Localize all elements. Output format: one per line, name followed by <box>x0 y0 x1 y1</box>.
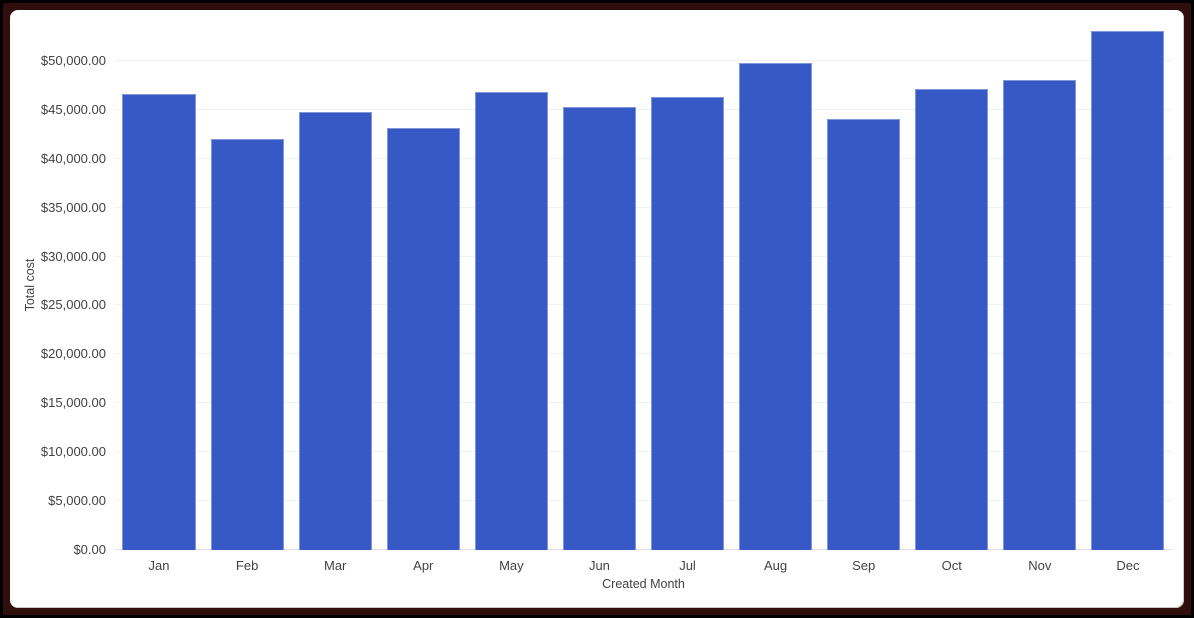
gridline <box>115 157 1172 159</box>
x-axis-label-jan: Jan <box>148 558 170 573</box>
gridline <box>115 108 1172 110</box>
x-axis-label-mar: Mar <box>324 558 347 573</box>
bar-slot-jan <box>115 12 203 550</box>
y-tick-label: $45,000.00 <box>40 101 106 117</box>
y-tick-label: $30,000.00 <box>40 248 106 264</box>
bar-may[interactable] <box>474 91 548 550</box>
bar-slot-dec <box>1084 12 1172 550</box>
bar-mar[interactable] <box>298 112 372 550</box>
bar-slot-apr <box>379 12 467 550</box>
chart-card: Total cost $0.00 $5,000.00 $10,000.00 $15,0… <box>10 10 1184 608</box>
bar-aug[interactable] <box>739 63 813 550</box>
maroon-border-frame: Total cost $0.00 $5,000.00 $10,000.00 $15,0… <box>3 3 1191 615</box>
bar-slot-nov <box>996 12 1084 550</box>
x-axis-label-apr: Apr <box>413 558 434 573</box>
gridline <box>115 402 1172 404</box>
y-tick-label: $10,000.00 <box>40 444 106 460</box>
bar-slot-feb <box>203 12 291 550</box>
x-axis-label-aug: Aug <box>764 558 788 573</box>
y-tick-label: $50,000.00 <box>40 52 106 68</box>
x-axis-label-oct: Oct <box>941 558 962 573</box>
bar-jan[interactable] <box>122 93 196 550</box>
bar-slot-jun <box>555 12 643 550</box>
gridline <box>115 304 1172 306</box>
y-tick-label: $5,000.00 <box>48 493 106 509</box>
x-axis-label-nov: Nov <box>1028 558 1052 573</box>
gridline <box>115 206 1172 208</box>
bar-nov[interactable] <box>1003 79 1077 550</box>
x-axis-label-may: May <box>499 558 524 573</box>
bar-slot-sep <box>820 12 908 550</box>
bar-slot-jul <box>643 12 731 550</box>
y-tick-label: $25,000.00 <box>40 297 106 313</box>
bar-jul[interactable] <box>650 96 725 550</box>
x-axis-labels: Jan Feb Mar Apr May Jun Jul Aug Sep Oct Nov Dec <box>115 558 1172 573</box>
bar-apr[interactable] <box>386 127 460 550</box>
x-axis-label-feb: Feb <box>235 558 259 573</box>
y-tick-label: $0.00 <box>73 542 106 557</box>
gridline <box>115 59 1172 61</box>
x-axis-label-dec: Dec <box>1116 558 1140 573</box>
y-tick-label: $40,000.00 <box>40 150 106 166</box>
gridline <box>115 451 1172 453</box>
x-axis-label-jun: Jun <box>588 558 610 573</box>
gridline <box>115 255 1172 257</box>
bar-slot-aug <box>732 12 820 550</box>
y-tick-label: $15,000.00 <box>40 395 106 411</box>
y-tick-label: $20,000.00 <box>40 346 106 362</box>
x-axis-title: Created Month <box>602 577 685 591</box>
plot-area <box>115 12 1172 550</box>
bar-slot-oct <box>908 12 996 550</box>
x-axis-baseline <box>115 549 1172 550</box>
gridline <box>115 500 1172 502</box>
bar-jun[interactable] <box>562 107 636 550</box>
x-axis-label-jul: Jul <box>679 558 696 573</box>
y-axis-tick-labels: $0.00 $5,000.00 $10,000.00 $15,000.00 $20,00… <box>10 12 106 556</box>
y-tick-label: $35,000.00 <box>40 199 106 215</box>
bar-feb[interactable] <box>210 138 284 550</box>
bar-slot-may <box>467 12 555 550</box>
bar-slot-mar <box>291 12 379 550</box>
x-axis-label-sep: Sep <box>852 558 876 573</box>
bar-sep[interactable] <box>827 118 901 550</box>
gridline <box>115 353 1172 355</box>
bar-oct[interactable] <box>915 88 989 550</box>
bar-dec[interactable] <box>1091 31 1165 550</box>
bars-layer <box>115 12 1172 550</box>
